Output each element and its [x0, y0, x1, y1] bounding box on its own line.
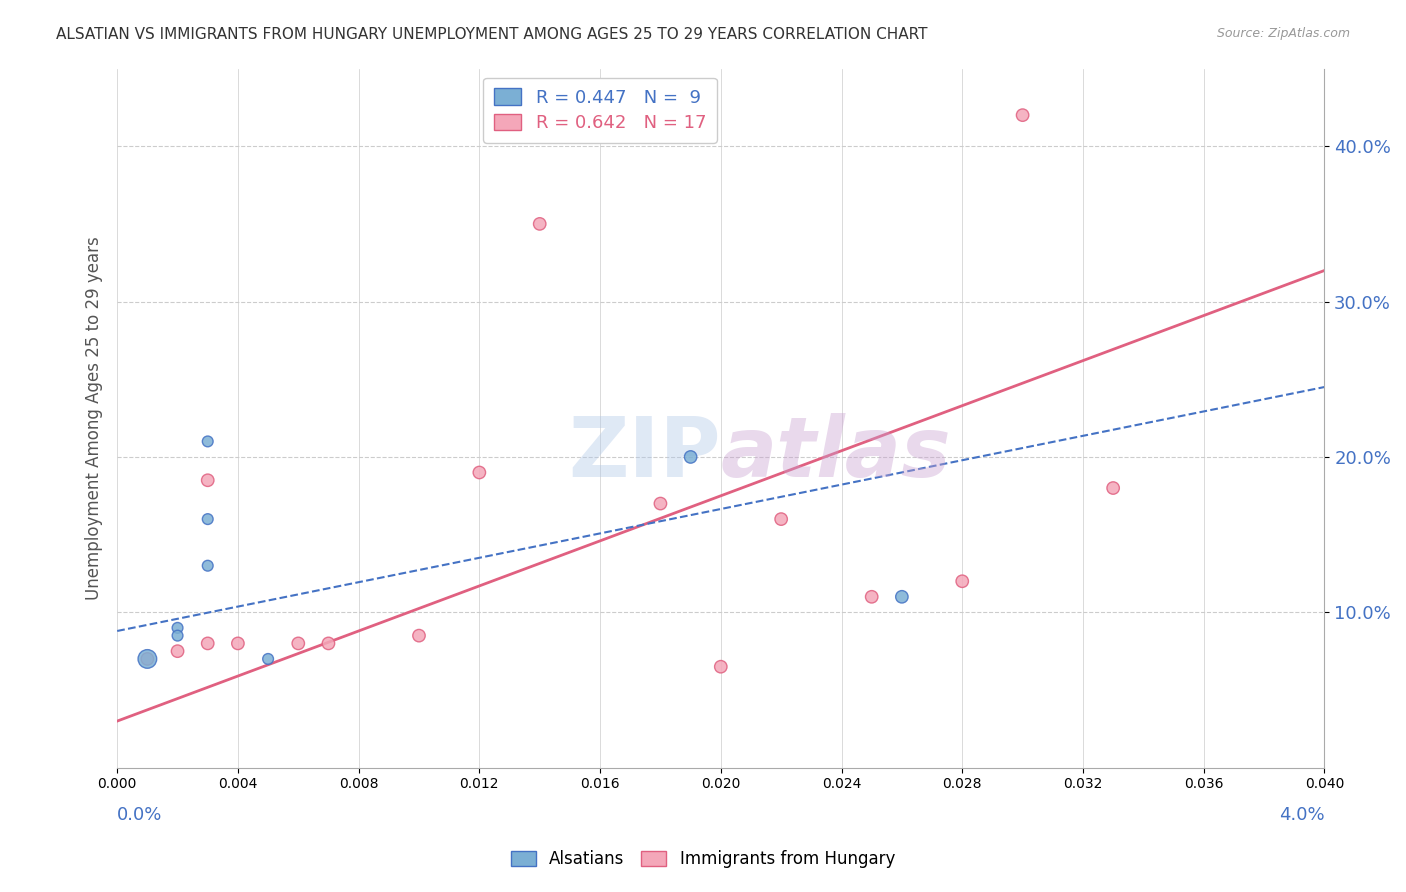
Text: Source: ZipAtlas.com: Source: ZipAtlas.com [1216, 27, 1350, 40]
Text: 0.0%: 0.0% [117, 806, 163, 824]
Point [860, 590, 883, 604]
Point [197, 434, 219, 449]
Legend: R = 0.447   N =  9, R = 0.642   N = 17: R = 0.447 N = 9, R = 0.642 N = 17 [484, 78, 717, 143]
Text: ALSATIAN VS IMMIGRANTS FROM HUNGARY UNEMPLOYMENT AMONG AGES 25 TO 29 YEARS CORRE: ALSATIAN VS IMMIGRANTS FROM HUNGARY UNEM… [56, 27, 928, 42]
Point [226, 636, 249, 650]
Point [890, 590, 912, 604]
Point [197, 512, 219, 526]
Point [710, 659, 733, 673]
Text: ZIP: ZIP [568, 413, 721, 493]
Point [770, 512, 793, 526]
Point [136, 652, 159, 666]
Text: atlas: atlas [721, 413, 952, 493]
Point [1102, 481, 1125, 495]
Point [136, 652, 159, 666]
Point [950, 574, 973, 589]
Point [318, 636, 340, 650]
Point [257, 652, 280, 666]
Point [679, 450, 702, 464]
Point [468, 466, 491, 480]
Point [197, 473, 219, 487]
Point [1011, 108, 1033, 122]
Point [650, 497, 672, 511]
Point [166, 644, 188, 658]
Point [197, 558, 219, 573]
Y-axis label: Unemployment Among Ages 25 to 29 years: Unemployment Among Ages 25 to 29 years [86, 236, 103, 600]
Point [529, 217, 551, 231]
Point [197, 636, 219, 650]
Text: 4.0%: 4.0% [1279, 806, 1324, 824]
Point [408, 629, 430, 643]
Point [287, 636, 309, 650]
Point [166, 621, 188, 635]
Point [166, 629, 188, 643]
Legend: Alsatians, Immigrants from Hungary: Alsatians, Immigrants from Hungary [505, 844, 901, 875]
